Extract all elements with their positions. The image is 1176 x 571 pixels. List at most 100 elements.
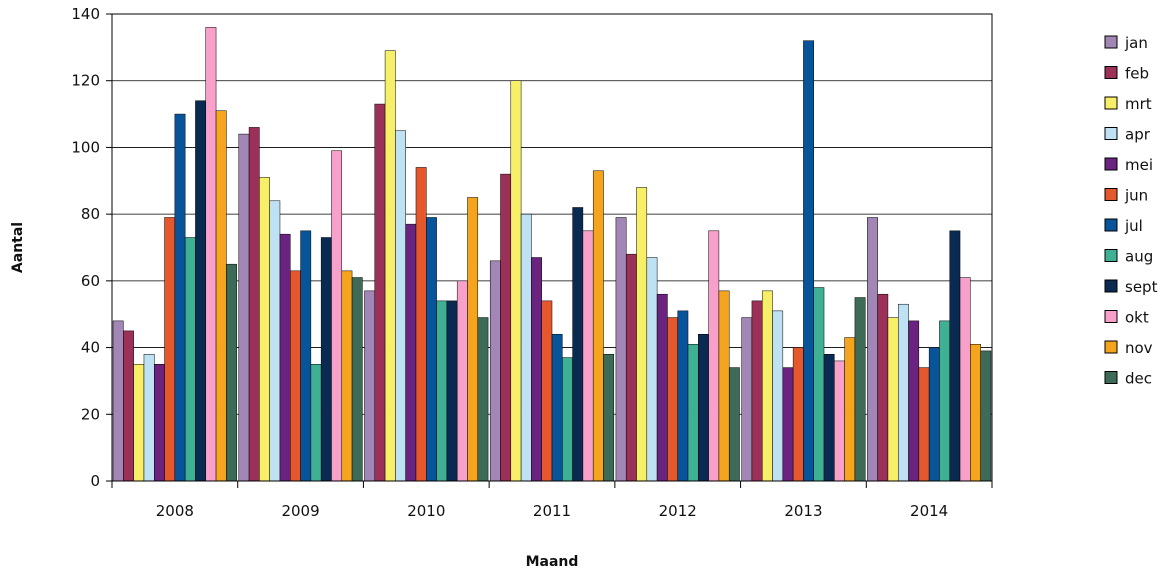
bar-nov-2010 [467,197,479,482]
x-tick-label: 2008 [156,502,194,520]
bars [112,27,992,482]
legend-label-jun: jun [1124,187,1148,205]
x-tick-label: 2013 [784,502,822,520]
bar-jun-2010 [415,167,427,482]
bar-sept-2013 [823,353,835,482]
bar-jun-2008 [164,217,176,482]
bar-jun-2014 [918,367,930,482]
bar-aug-2012 [687,343,699,482]
bar-dec-2010 [477,317,489,482]
bar-feb-2009 [248,127,260,482]
bar-apr-2008 [143,353,155,482]
bar-apr-2014 [897,303,909,482]
bar-jul-2013 [803,40,814,482]
bar-mei-2011 [531,257,542,482]
bar-feb-2013 [751,300,763,482]
bar-jun-2012 [667,317,678,482]
bar-apr-2012 [646,257,658,482]
bar-jan-2012 [615,217,627,482]
bar-nov-2012 [718,290,730,482]
bar-mei-2008 [154,364,165,482]
legend-swatch-jan [1104,35,1118,49]
bar-aug-2010 [436,300,448,482]
legend-label-okt: okt [1125,309,1149,327]
bar-nov-2013 [844,337,856,482]
bar-jul-2012 [677,310,689,482]
bar-jun-2009 [290,270,301,482]
bar-mei-2009 [279,233,291,482]
x-tick-label: 2010 [407,502,445,520]
legend-swatch-sept [1104,279,1118,293]
legend-swatch-mrt [1104,96,1118,110]
bar-dec-2009 [351,277,363,482]
x-axis-title: Maand [526,554,579,570]
y-axis: 0 20 40 60 80 100 120 140 [71,5,112,490]
legend-label-aug: aug [1125,248,1153,266]
bar-nov-2014 [970,343,981,482]
bar-okt-2014 [959,277,971,482]
bar-jan-2010 [364,290,376,482]
bar-mrt-2014 [887,317,899,482]
bar-mrt-2009 [259,177,270,482]
bar-feb-2011 [500,173,512,482]
bar-sept-2008 [195,100,207,482]
bar-okt-2010 [456,280,468,482]
bar-jan-2008 [112,320,124,482]
bar-sept-2014 [949,230,961,482]
bar-aug-2009 [310,364,322,482]
bar-mei-2012 [656,293,668,482]
bar-mei-2014 [908,320,920,482]
bar-mrt-2012 [636,187,648,482]
bar-jul-2010 [426,217,437,482]
bar-jan-2009 [238,133,250,482]
y-tick-label: 20 [81,405,100,423]
bar-okt-2011 [582,230,594,482]
bar-apr-2013 [772,310,784,482]
bar-jan-2011 [489,260,501,482]
legend-swatch-mei [1104,157,1118,171]
y-tick-label: 0 [90,472,100,490]
legend-swatch-feb [1104,66,1118,79]
bar-jul-2014 [928,347,940,482]
legend-label-sept: sept [1125,278,1158,296]
x-tick-label: 2012 [659,502,697,520]
bar-okt-2012 [708,230,720,482]
bar-sept-2011 [572,207,584,482]
bar-dec-2011 [603,353,615,482]
legend-label-jan: jan [1124,34,1148,52]
bar-mrt-2013 [761,290,773,482]
bar-apr-2010 [395,130,406,482]
legend-label-mei: mei [1125,156,1153,174]
bar-aug-2013 [813,287,825,482]
bar-feb-2014 [877,293,889,482]
bar-feb-2012 [625,253,637,482]
bar-sept-2009 [320,237,332,482]
legend-label-mrt: mrt [1125,95,1152,113]
legend-swatch-jun [1104,188,1118,201]
legend-swatch-aug [1104,249,1118,262]
bar-mei-2013 [782,367,794,482]
bar-nov-2011 [592,170,604,482]
bar-okt-2009 [331,150,343,482]
legend-swatch-dec [1104,371,1118,384]
y-tick-label: 140 [71,5,100,23]
bar-jun-2011 [541,300,553,482]
bar-sept-2010 [446,300,458,482]
bar-jan-2013 [741,317,753,482]
bar-jun-2013 [792,347,804,482]
bar-okt-2013 [834,360,845,482]
bar-jul-2008 [174,113,186,482]
bar-mei-2010 [405,223,417,482]
bar-mrt-2011 [510,80,522,482]
bar-feb-2010 [374,103,386,482]
bar-nov-2009 [341,270,353,482]
y-tick-label: 40 [81,339,100,357]
legend-swatch-nov [1104,340,1118,354]
bar-dec-2014 [980,350,992,482]
y-tick-label: 80 [81,205,100,223]
legend-label-apr: apr [1125,126,1151,144]
y-tick-label: 60 [81,272,100,290]
bar-aug-2011 [562,357,573,482]
legend-swatch-jul [1104,218,1118,232]
